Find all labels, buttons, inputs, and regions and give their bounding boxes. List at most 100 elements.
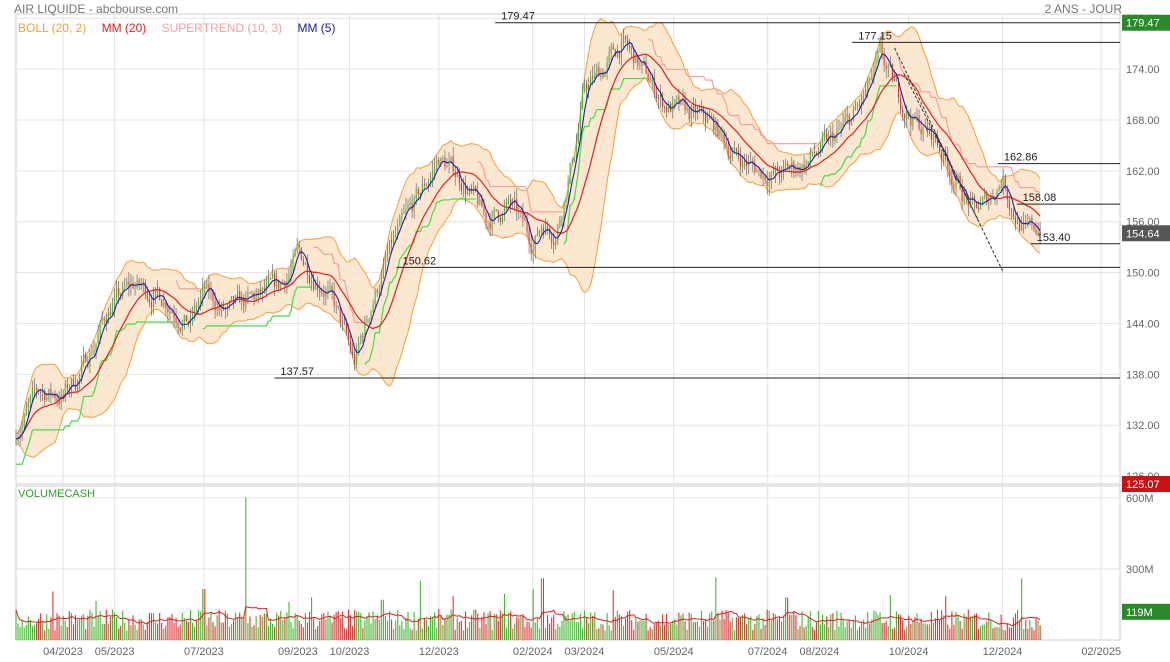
- x-tick-label: 10/2023: [330, 646, 370, 658]
- volume-bar: [682, 613, 684, 640]
- volume-bar: [483, 612, 485, 640]
- volume-bar: [725, 609, 727, 640]
- volume-bar: [352, 625, 354, 640]
- volume-bar: [1025, 620, 1027, 640]
- volume-bar: [906, 626, 908, 640]
- candle-body: [81, 364, 83, 375]
- candle-body: [481, 199, 483, 208]
- volume-bar: [222, 622, 224, 640]
- candle-body: [1016, 219, 1019, 224]
- volume-bar: [167, 617, 169, 640]
- volume-bar: [456, 617, 458, 640]
- candle-body: [914, 116, 916, 118]
- candle-body: [257, 288, 259, 297]
- volume-bar: [602, 624, 604, 640]
- candle-body: [557, 226, 559, 241]
- candle-body: [984, 192, 986, 198]
- candle-body: [136, 279, 138, 288]
- candle-body: [510, 199, 512, 205]
- volume-bar: [339, 617, 341, 640]
- candle-body: [167, 308, 169, 312]
- candle-body: [292, 256, 294, 269]
- candle-body: [733, 148, 735, 154]
- candle-body: [255, 296, 257, 300]
- volume-bar: [179, 624, 181, 640]
- candle-body: [423, 184, 425, 186]
- candle-body: [124, 285, 126, 288]
- bollinger-lower: [15, 77, 1041, 458]
- legend-supertrend: SUPERTREND (10, 3): [161, 21, 283, 35]
- candle-body: [430, 177, 432, 183]
- x-tick-label: 10/2024: [889, 646, 929, 658]
- volume-bar: [419, 580, 421, 640]
- volume-bar: [44, 630, 46, 640]
- candle-body: [1035, 229, 1037, 235]
- volume-bar: [746, 624, 748, 640]
- volume-bar: [992, 628, 994, 640]
- candle-body: [573, 156, 575, 162]
- volume-bar: [871, 619, 873, 640]
- volume-bar: [951, 611, 953, 640]
- candle-body: [651, 77, 653, 83]
- candle-body: [600, 73, 602, 77]
- volume-bar: [245, 497, 247, 640]
- volume-bar: [74, 615, 77, 640]
- candle-body: [317, 284, 319, 290]
- candle-body: [120, 294, 122, 297]
- candle-body: [700, 107, 703, 111]
- volume-bar: [259, 614, 261, 640]
- volume-bar: [196, 619, 198, 640]
- level-label: 150.62: [403, 255, 437, 267]
- volume-bar: [793, 610, 795, 640]
- candle-body: [978, 208, 980, 210]
- volume-bar: [15, 609, 17, 640]
- mm5-line: [15, 41, 1041, 440]
- volume-bar: [386, 620, 389, 640]
- volume-bar: [378, 619, 380, 640]
- volume-bar: [524, 627, 526, 640]
- volume-bar: [21, 620, 23, 640]
- candle-body: [602, 73, 604, 77]
- volume-bar: [559, 626, 561, 640]
- volume-bar: [1012, 617, 1015, 640]
- candle-body: [25, 408, 27, 416]
- x-tick-label: 09/2023: [278, 646, 318, 658]
- volume-bar: [647, 630, 649, 640]
- volume-bar: [549, 623, 551, 640]
- candle-body: [707, 119, 709, 123]
- volume-bar: [103, 623, 105, 640]
- volume-bar: [491, 630, 493, 640]
- candle-body: [210, 291, 212, 293]
- candle-body: [585, 83, 588, 91]
- volume-bar: [752, 629, 754, 640]
- volume-bar: [532, 589, 534, 640]
- candle-body: [682, 97, 684, 99]
- candle-body: [193, 305, 196, 315]
- volume-bar: [780, 621, 783, 640]
- volume-bar: [680, 615, 682, 640]
- candle-body: [943, 152, 945, 160]
- volume-bar: [165, 625, 167, 640]
- candle-body: [395, 233, 397, 236]
- candle-body: [403, 211, 405, 214]
- candle-body: [489, 222, 491, 229]
- volume-bar: [631, 620, 633, 640]
- volume-bar: [737, 617, 739, 640]
- candle-body: [337, 305, 339, 308]
- volume-bar: [77, 619, 79, 640]
- candle-body: [464, 184, 467, 194]
- volume-bar: [60, 625, 62, 640]
- volume-bar: [963, 613, 965, 640]
- volume-bar: [210, 612, 212, 640]
- volume-bar: [407, 611, 409, 640]
- x-tick-label: 02/2024: [513, 646, 553, 658]
- volume-bar: [191, 622, 194, 640]
- candle-body: [52, 393, 54, 395]
- volume-bar: [177, 626, 179, 640]
- volume-bar: [928, 624, 930, 640]
- volume-bar: [904, 629, 906, 640]
- volume-bar: [754, 624, 756, 640]
- volume-bar: [596, 629, 598, 640]
- volume-bar: [920, 618, 922, 640]
- supertrend-segment: [647, 38, 819, 145]
